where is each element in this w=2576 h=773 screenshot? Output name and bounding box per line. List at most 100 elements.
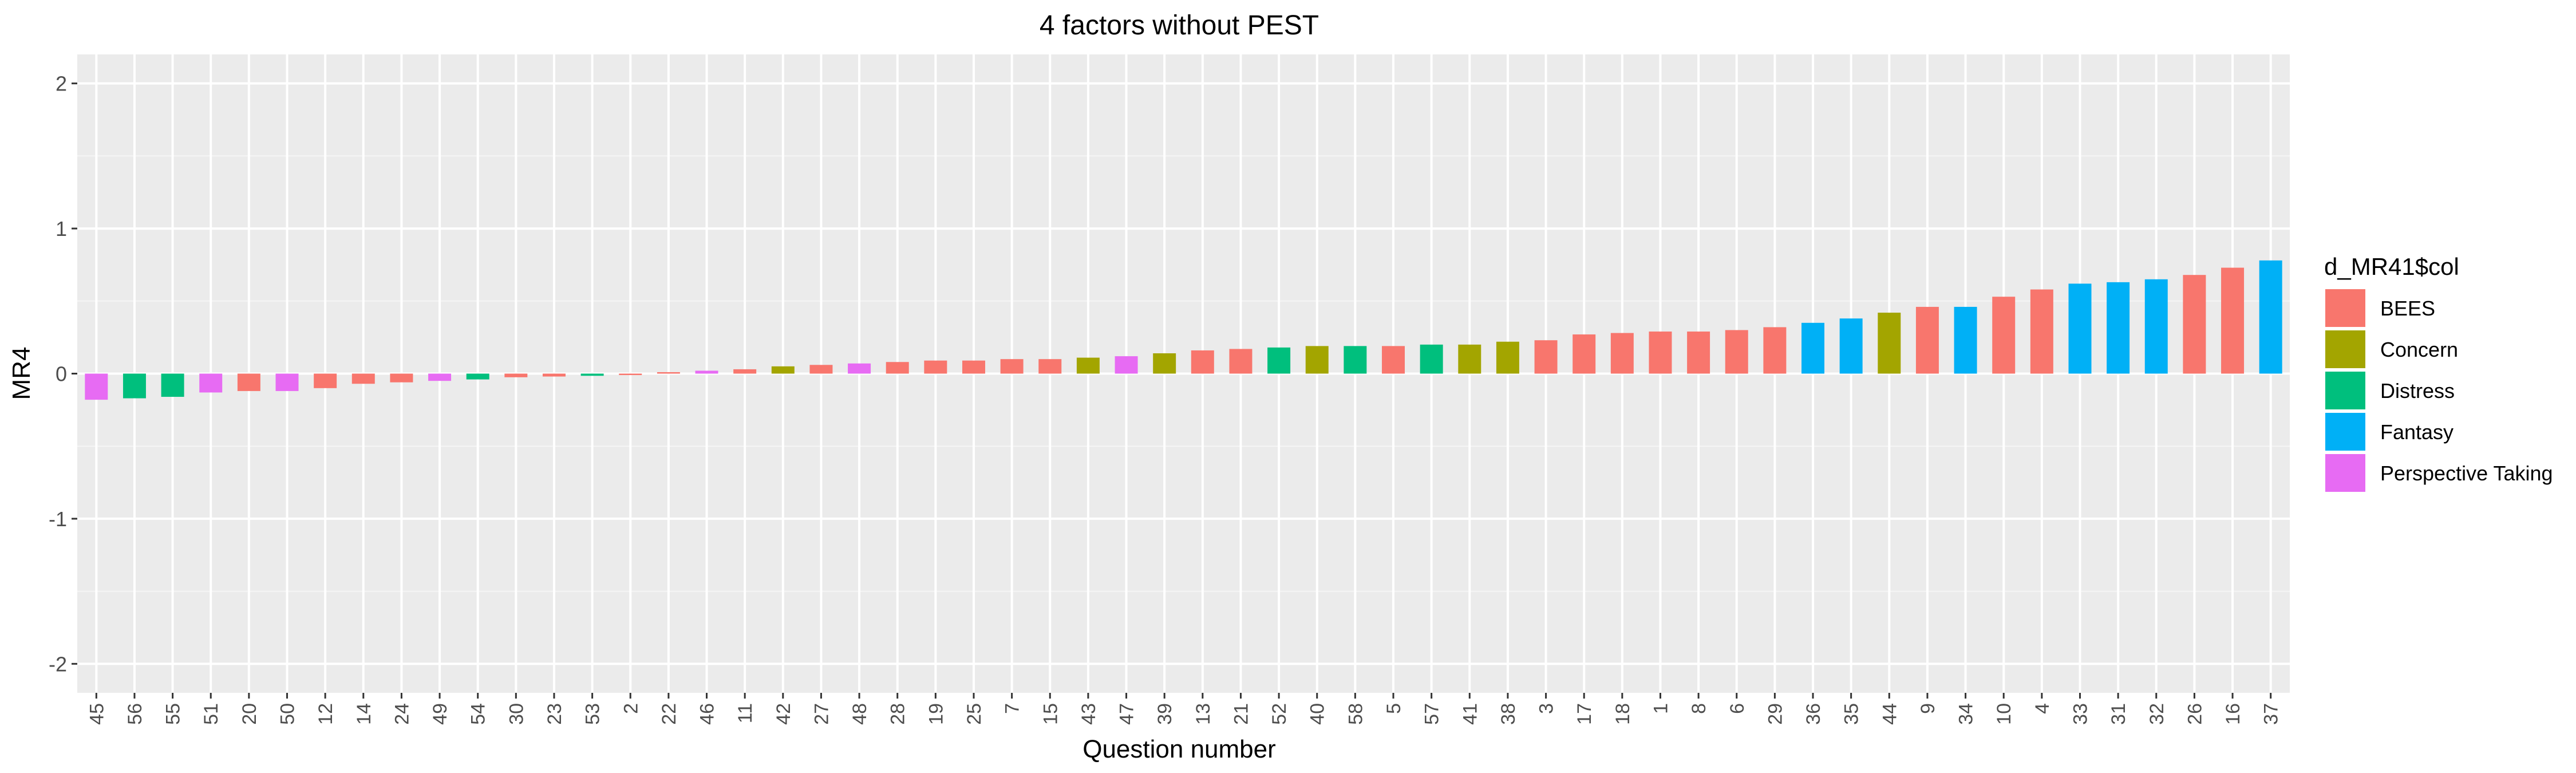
bar-q10 xyxy=(1992,297,2016,374)
bar-q58 xyxy=(1344,346,1367,374)
x-tick-label: 31 xyxy=(2108,703,2129,725)
bar-q53 xyxy=(580,373,604,376)
x-tick-label: 56 xyxy=(124,703,146,725)
bar-q44 xyxy=(1878,313,1901,374)
bar-q30 xyxy=(504,373,528,377)
bar-q2 xyxy=(619,373,642,376)
x-tick-label: 43 xyxy=(1078,703,1100,725)
legend-label: Perspective Taking xyxy=(2380,462,2553,485)
bar-q23 xyxy=(542,373,566,377)
x-tick-label: 39 xyxy=(1154,703,1176,725)
bar-q21 xyxy=(1229,349,1253,374)
y-tick-label: -1 xyxy=(49,507,67,531)
x-tick-label: 41 xyxy=(1459,703,1481,725)
x-tick-label: 29 xyxy=(1764,703,1786,725)
bar-q51 xyxy=(199,373,223,393)
legend-key-fantasy xyxy=(2325,413,2365,451)
y-axis-title: MR4 xyxy=(7,347,35,400)
legend-key-bees xyxy=(2325,289,2365,327)
bar-q14 xyxy=(351,373,375,384)
x-tick-label: 27 xyxy=(811,703,832,725)
bar-q28 xyxy=(886,362,909,374)
x-axis-title: Question number xyxy=(1082,735,1276,763)
legend-label: Fantasy xyxy=(2380,420,2453,444)
bar-q13 xyxy=(1191,350,1214,374)
x-tick-label: 45 xyxy=(86,703,108,725)
bar-q29 xyxy=(1763,327,1787,374)
bar-q38 xyxy=(1496,341,1519,374)
x-tick-label: 2 xyxy=(620,703,642,714)
x-axis: 45 56 55 51 20 50 12 14 24 49 54 30 23 53 2 22 46 11 42 27 4… xyxy=(86,693,2282,725)
bar-q8 xyxy=(1687,332,1710,374)
bar-q26 xyxy=(2183,275,2206,374)
y-tick-label: 0 xyxy=(56,362,67,386)
x-tick-label: 5 xyxy=(1383,703,1405,714)
legend-label: BEES xyxy=(2380,297,2435,320)
legend-title: d_MR41$col xyxy=(2324,253,2459,280)
bar-q36 xyxy=(1801,322,1825,374)
x-tick-label: 47 xyxy=(1116,703,1138,725)
bar-q42 xyxy=(771,366,795,374)
bar-q19 xyxy=(924,360,947,374)
bar-q41 xyxy=(1458,344,1481,374)
y-axis: -2 -1 0 1 2 xyxy=(49,72,77,676)
x-tick-label: 51 xyxy=(200,703,222,725)
bar-q11 xyxy=(733,369,757,374)
x-tick-label: 50 xyxy=(277,703,299,725)
bar-q39 xyxy=(1153,353,1176,374)
bar-q24 xyxy=(390,373,413,382)
x-tick-label: 26 xyxy=(2184,703,2206,725)
bar-q50 xyxy=(275,373,299,391)
x-tick-label: 46 xyxy=(697,703,718,725)
bar-q31 xyxy=(2107,282,2130,374)
x-tick-label: 1 xyxy=(1650,703,1672,714)
bar-q27 xyxy=(809,365,833,374)
x-tick-label: 30 xyxy=(505,703,527,725)
x-tick-label: 57 xyxy=(1421,703,1443,725)
x-tick-label: 16 xyxy=(2222,703,2244,725)
x-tick-label: 19 xyxy=(925,703,947,725)
x-tick-label: 7 xyxy=(1002,703,1024,714)
x-tick-label: 44 xyxy=(1879,703,1901,725)
x-tick-label: 36 xyxy=(1803,703,1824,725)
x-tick-label: 38 xyxy=(1498,703,1519,725)
x-tick-label: 55 xyxy=(163,703,184,725)
bar-q33 xyxy=(2068,283,2092,374)
x-tick-label: 12 xyxy=(315,703,337,725)
y-tick-label: 2 xyxy=(56,72,67,96)
x-tick-label: 42 xyxy=(773,703,795,725)
bar-q40 xyxy=(1305,346,1329,374)
x-tick-label: 8 xyxy=(1688,703,1710,714)
bar-q12 xyxy=(314,373,337,388)
x-tick-label: 53 xyxy=(582,703,604,725)
x-tick-label: 17 xyxy=(1574,703,1595,725)
x-tick-label: 22 xyxy=(658,703,680,725)
bar-q52 xyxy=(1267,347,1291,374)
y-tick-label: 1 xyxy=(56,217,67,240)
bar-q17 xyxy=(1573,334,1596,374)
x-tick-label: 6 xyxy=(1726,703,1748,714)
x-tick-label: 25 xyxy=(963,703,985,725)
bar-q20 xyxy=(237,373,260,391)
x-tick-label: 4 xyxy=(2032,703,2053,714)
x-tick-label: 21 xyxy=(1230,703,1252,725)
bar-q9 xyxy=(1915,306,1939,374)
x-tick-label: 35 xyxy=(1841,703,1863,725)
legend-items: BEES Concern Distress Fantasy Perspective Ta… xyxy=(2325,289,2553,492)
y-tick-label: -2 xyxy=(49,652,67,676)
bar-q45 xyxy=(85,373,108,400)
bar-series xyxy=(85,260,2282,400)
legend-key-perspective-taking xyxy=(2325,454,2365,492)
legend-label: Concern xyxy=(2380,338,2458,361)
bar-q32 xyxy=(2144,279,2168,374)
bar-q48 xyxy=(848,363,871,374)
x-tick-label: 48 xyxy=(849,703,871,725)
x-tick-label: 15 xyxy=(1040,703,1061,725)
x-tick-label: 14 xyxy=(353,703,375,725)
bar-q4 xyxy=(2030,289,2053,374)
bar-q49 xyxy=(428,373,452,381)
bar-q7 xyxy=(1000,359,1024,374)
bar-q55 xyxy=(161,373,184,397)
legend: d_MR41$col BEES Concern Distress Fantasy Per… xyxy=(2324,253,2553,492)
